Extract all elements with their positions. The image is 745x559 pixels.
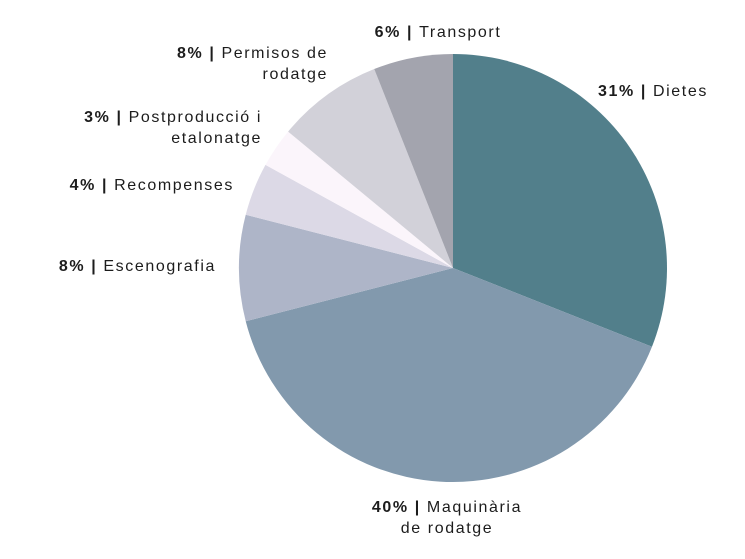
pie-slices: [238, 54, 667, 483]
slice-name-continued: etalonatge: [171, 130, 262, 147]
pie-slice-dietes: [453, 54, 667, 347]
pie-slice-permisos-de-rodatge: [288, 69, 453, 268]
pie-slice-postproducci-i-etalonatge: [265, 131, 453, 268]
pie-slice-maquin-ria-de-rodatge: [245, 268, 652, 483]
slice-label-permisos-de-rodatge: 8% | Permisos de rodatge: [177, 45, 328, 83]
pie-slice-recompenses: [245, 164, 453, 268]
slice-name-continued: de rodatge: [401, 520, 494, 537]
slice-percent: 8% |: [177, 45, 222, 62]
slice-name: Maquinària: [427, 499, 522, 516]
slice-percent: 6% |: [375, 24, 420, 41]
slice-name: Transport: [419, 24, 501, 41]
slice-label-transport: 6% | Transport: [375, 24, 502, 41]
slice-name: Permisos de: [221, 45, 328, 62]
slice-percent: 8% |: [59, 258, 104, 275]
pie-slice-escenografia: [238, 214, 453, 322]
slice-percent: 3% |: [84, 109, 129, 126]
slice-label-escenografia: 8% | Escenografia: [59, 258, 216, 275]
slice-name: Escenografia: [103, 258, 216, 275]
slice-name: Recompenses: [114, 177, 234, 194]
pie-slice-transport: [374, 54, 453, 268]
slice-label-recompenses: 4% | Recompenses: [70, 177, 234, 194]
slice-label-maquin-ria-de-rodatge: 40% | Maquinària de rodatge: [372, 499, 522, 537]
slice-name: Dietes: [653, 83, 708, 100]
slice-label-dietes: 31% | Dietes: [598, 83, 708, 100]
slice-label-postproducci-i-etalonatge: 3% | Postproducció i etalonatge: [84, 109, 262, 147]
slice-percent: 40% |: [372, 499, 427, 516]
slice-name-continued: rodatge: [263, 66, 328, 83]
slice-name: Postproducció i: [129, 109, 262, 126]
pie-labels: 31% | Dietes 40% | Maquinària de rodatge 8%…: [59, 24, 708, 537]
slice-percent: 31% |: [598, 83, 653, 100]
slice-percent: 4% |: [70, 177, 115, 194]
